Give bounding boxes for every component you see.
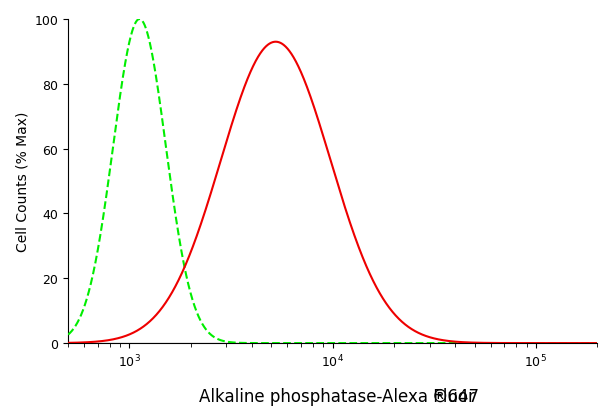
Text: ®647: ®647 — [431, 387, 479, 405]
Text: Alkaline phosphatase-Alexa Fluor: Alkaline phosphatase-Alexa Fluor — [199, 387, 474, 405]
Y-axis label: Cell Counts (% Max): Cell Counts (% Max) — [15, 112, 29, 252]
